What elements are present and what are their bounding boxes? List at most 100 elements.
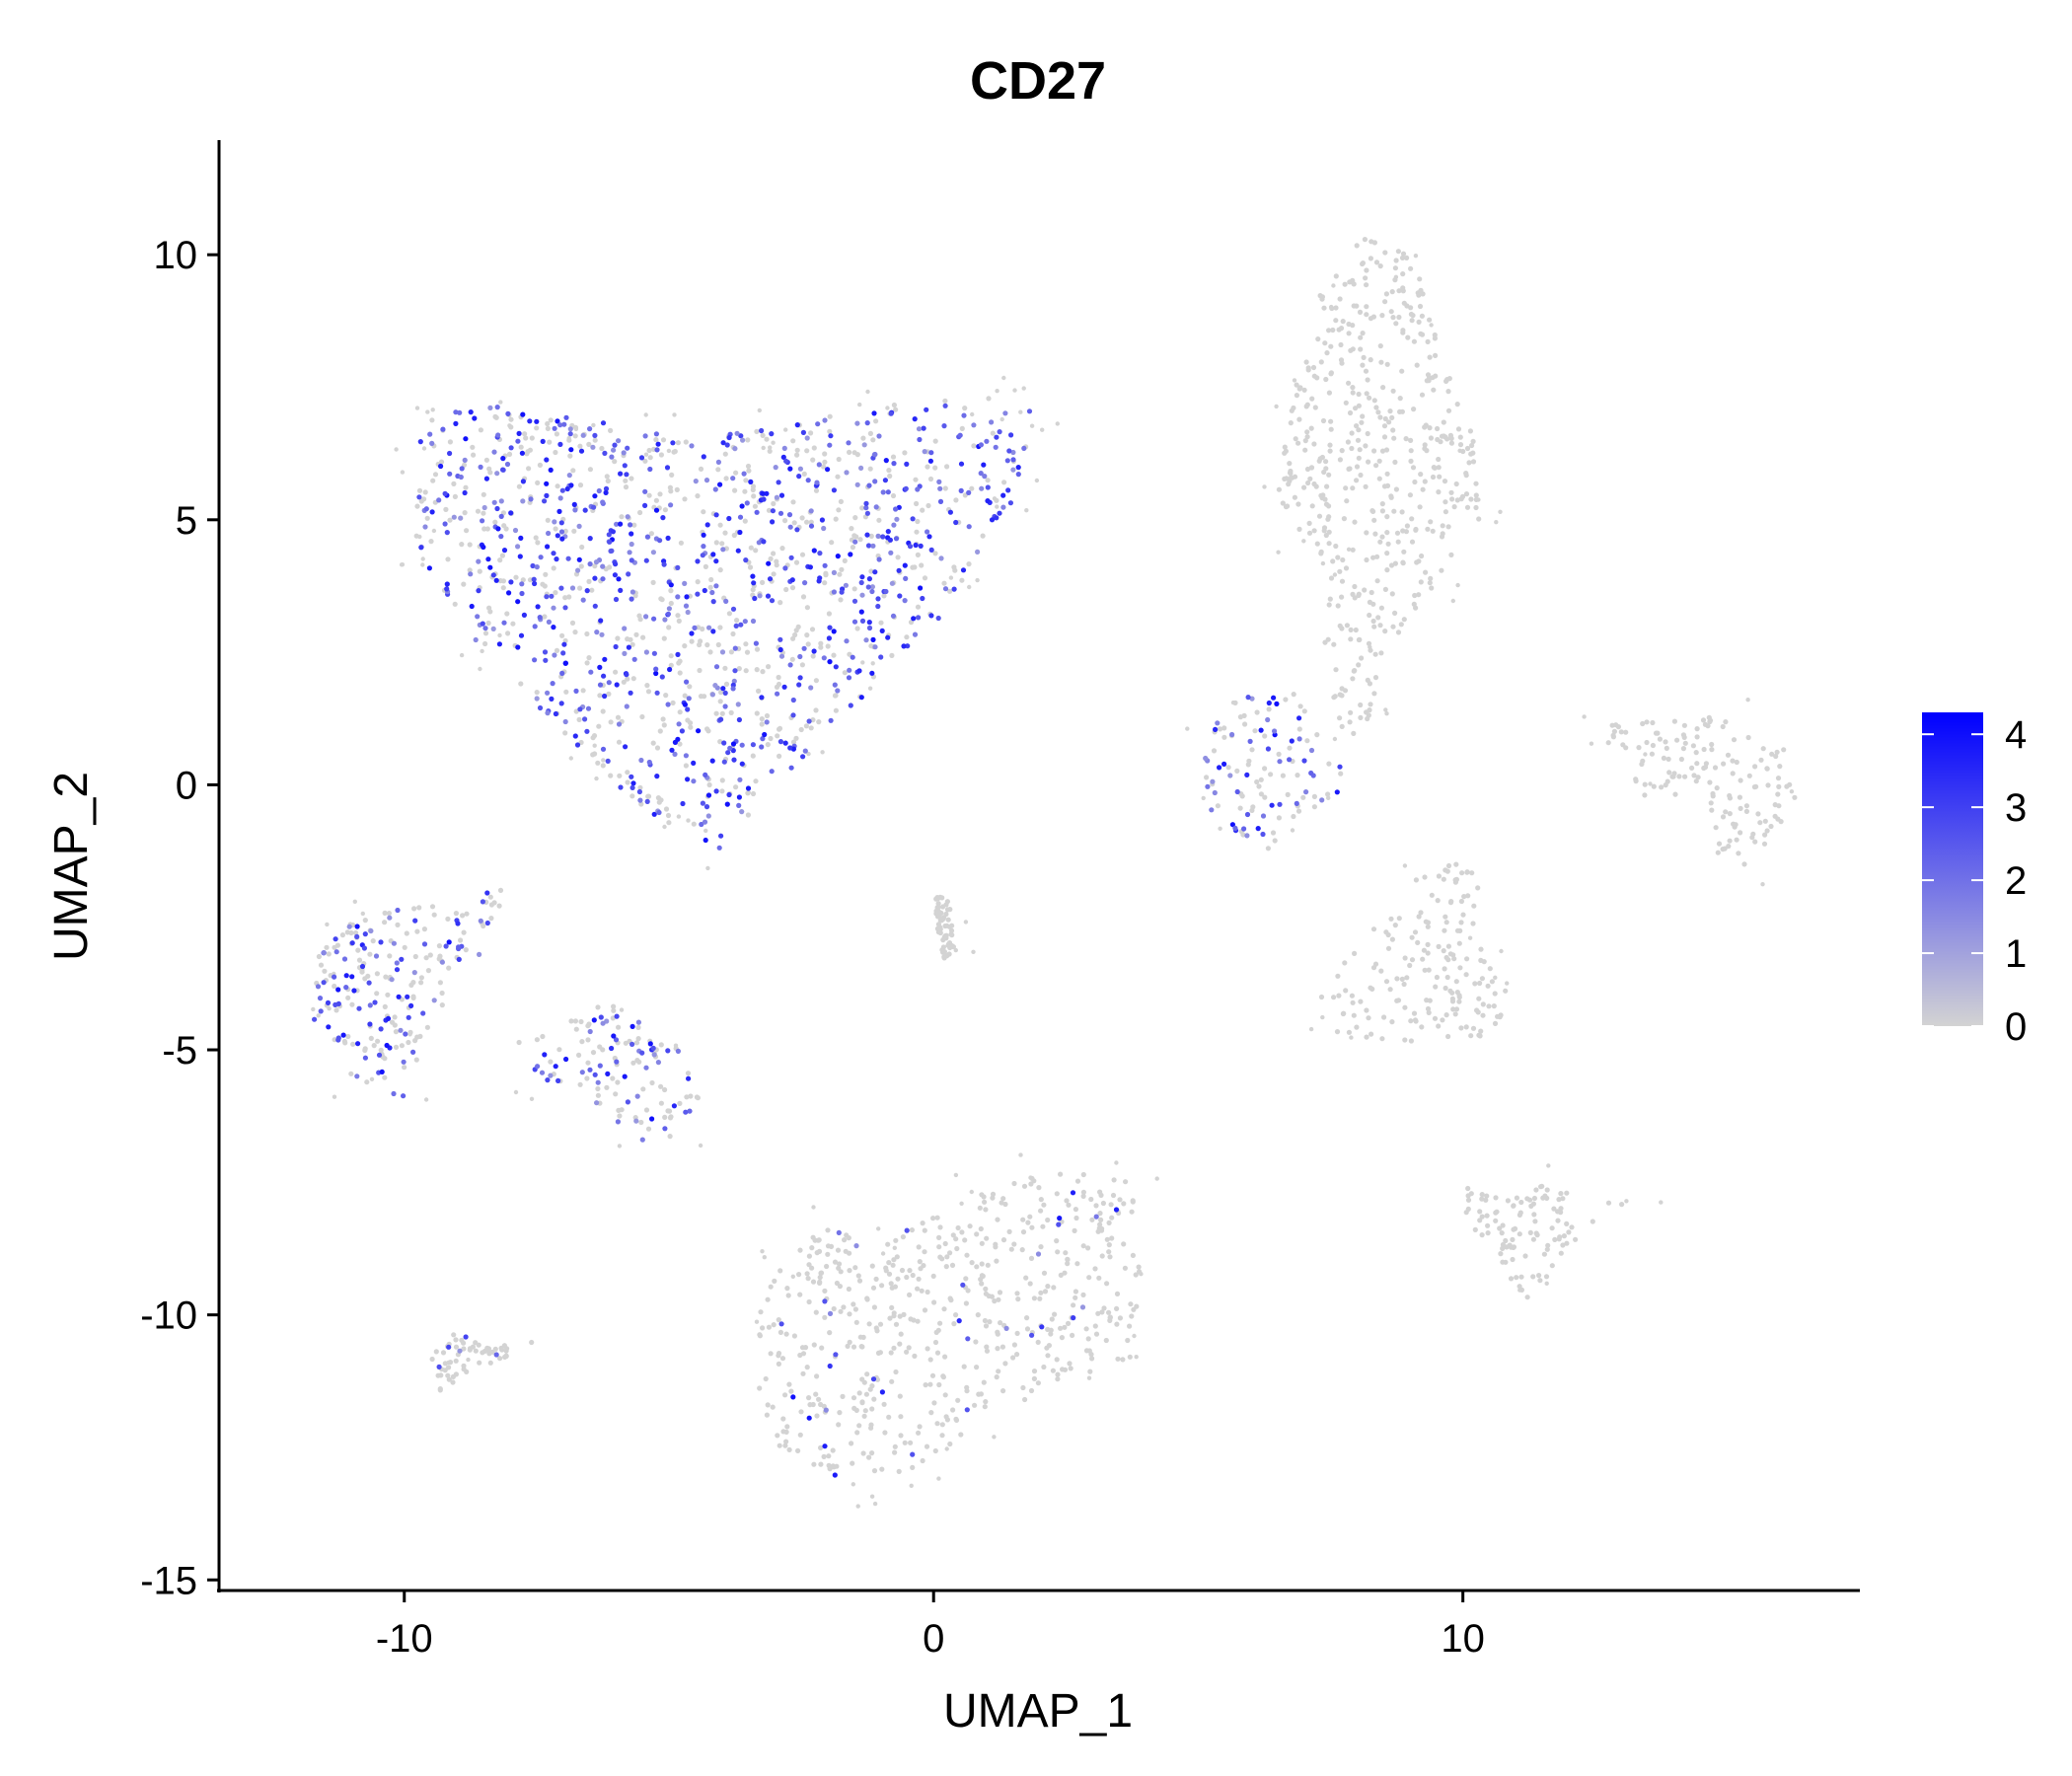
cell-point-expressed (1232, 825, 1238, 832)
cell-point (1390, 427, 1396, 433)
cell-point (452, 601, 458, 607)
cell-point-expressed (559, 487, 565, 493)
cell-point (1476, 1032, 1482, 1038)
cell-point (1425, 941, 1431, 948)
cell-point (1010, 1355, 1016, 1361)
cell-point-expressed (629, 784, 635, 791)
cell-point-expressed (731, 757, 737, 763)
cell-point (1073, 1289, 1078, 1295)
cell-point-expressed (598, 1014, 604, 1020)
cell-point (1392, 610, 1398, 617)
cell-point (1098, 1192, 1104, 1198)
cell-point (717, 699, 723, 704)
cell-point (1461, 894, 1467, 900)
cell-point (1423, 569, 1429, 575)
cell-point (1280, 773, 1286, 778)
cell-point (453, 911, 459, 917)
cell-point (1311, 793, 1317, 800)
cell-point (1297, 703, 1303, 709)
cell-point (461, 1346, 467, 1352)
cell-point (498, 400, 503, 405)
cell-point-expressed (951, 586, 957, 592)
cell-point-expressed (942, 586, 949, 592)
cell-point-expressed (439, 959, 445, 965)
cell-point (907, 1292, 913, 1297)
cell-point (703, 563, 709, 570)
cell-point-expressed (457, 409, 463, 415)
cell-point (617, 1144, 623, 1148)
cell-point-expressed (693, 479, 699, 484)
cell-point-expressed (742, 619, 748, 625)
cell-point-expressed (685, 706, 691, 712)
cell-point (510, 621, 516, 627)
cell-point (1464, 504, 1471, 510)
cell-point (578, 563, 584, 569)
cell-point-expressed (650, 1045, 656, 1051)
cell-point (948, 575, 954, 580)
cluster-points (754, 1152, 1159, 1509)
cell-point-expressed (883, 458, 889, 464)
cell-point (886, 468, 892, 474)
cell-point-expressed (599, 631, 605, 637)
cell-point-expressed (354, 924, 360, 929)
cell-point-expressed (848, 703, 853, 708)
cell-point (592, 743, 597, 748)
cell-point (1370, 965, 1377, 971)
cell-point (818, 640, 824, 646)
cell-point-expressed (566, 473, 572, 479)
cell-point (943, 911, 949, 918)
cell-point (1343, 988, 1349, 994)
cell-point-expressed (569, 585, 576, 591)
cell-point-expressed (542, 649, 549, 655)
cell-point (1650, 742, 1656, 749)
cell-point-expressed (989, 419, 995, 425)
cell-point (1533, 1187, 1539, 1193)
cell-point (983, 1399, 989, 1405)
cell-point (362, 918, 368, 924)
cell-point (1129, 1209, 1135, 1215)
cell-point-expressed (482, 626, 488, 631)
scatter-points (311, 237, 1798, 1509)
cell-point-expressed (600, 576, 606, 582)
cell-point (1333, 543, 1339, 550)
cell-point (1326, 390, 1332, 396)
cell-point (804, 605, 811, 611)
cell-point-expressed (732, 446, 738, 452)
cell-point (868, 533, 874, 540)
cell-point (568, 756, 573, 761)
cell-point (774, 558, 779, 564)
cell-point-expressed (459, 466, 465, 472)
cell-point-expressed (403, 1031, 408, 1037)
cell-point-expressed (1319, 797, 1325, 803)
cell-point (767, 448, 773, 454)
cell-point (673, 1043, 679, 1048)
cell-point (685, 1071, 692, 1076)
cell-point (470, 444, 476, 450)
cell-point (701, 509, 706, 515)
cell-point (1320, 1014, 1325, 1020)
cell-point (1321, 528, 1327, 534)
cell-point (813, 1391, 819, 1397)
cell-point (771, 551, 777, 556)
cell-point (915, 1286, 921, 1292)
cell-point-expressed (609, 548, 615, 554)
cell-point (1294, 393, 1299, 399)
cell-point (785, 1293, 791, 1298)
cell-point (584, 1075, 590, 1081)
cell-point (1527, 1229, 1533, 1235)
cell-point (1702, 721, 1708, 727)
cell-point-expressed (782, 565, 788, 571)
cell-point (650, 740, 656, 746)
cell-point-expressed (562, 605, 568, 611)
cell-point (629, 641, 635, 647)
cell-point (670, 700, 676, 706)
cell-point (944, 1417, 951, 1423)
cell-point-expressed (702, 819, 708, 825)
cell-point (979, 1281, 985, 1287)
cell-point (937, 929, 943, 936)
cell-point (1400, 528, 1406, 534)
cell-point (953, 1236, 959, 1242)
cell-point-expressed (528, 496, 534, 502)
cell-point (1215, 803, 1221, 809)
cell-point-expressed (937, 498, 944, 504)
